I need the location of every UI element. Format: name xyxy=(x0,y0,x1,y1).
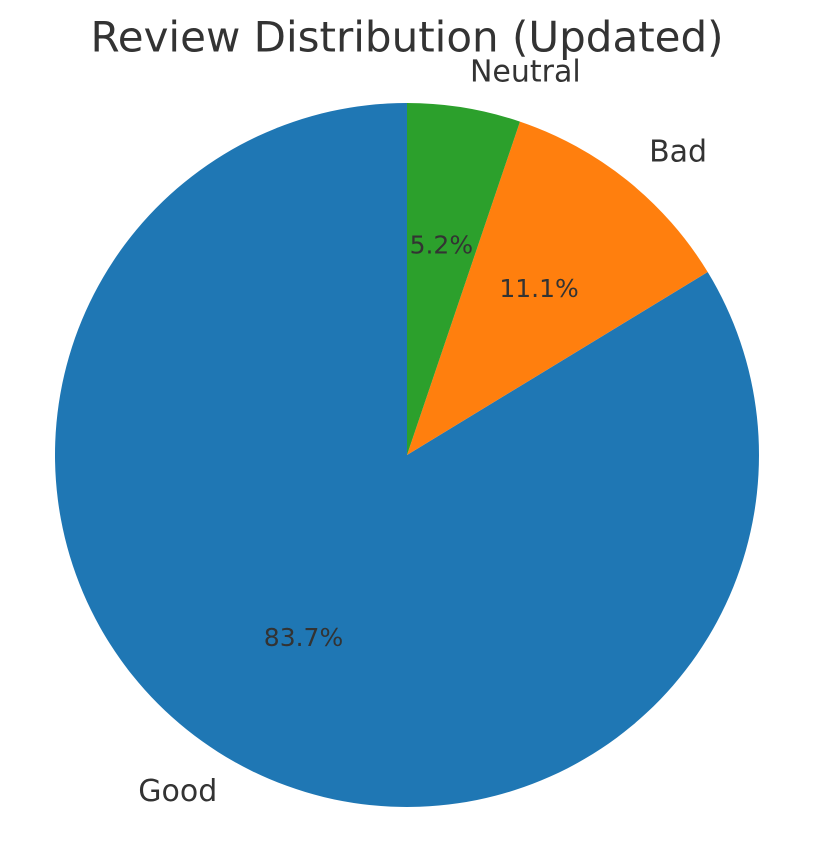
value-label: 11.1% xyxy=(499,274,578,303)
pie-slice xyxy=(54,103,760,808)
value-label: 83.7% xyxy=(264,623,343,652)
pie-slice xyxy=(407,103,520,455)
value-label: 5.2% xyxy=(410,231,474,260)
chart-title: Review Distribution (Updated) xyxy=(90,13,723,62)
slice-label: Good xyxy=(138,774,217,809)
slice-label: Bad xyxy=(649,134,707,169)
pie-slice xyxy=(407,121,708,455)
slice-label: Neutral xyxy=(470,54,581,89)
